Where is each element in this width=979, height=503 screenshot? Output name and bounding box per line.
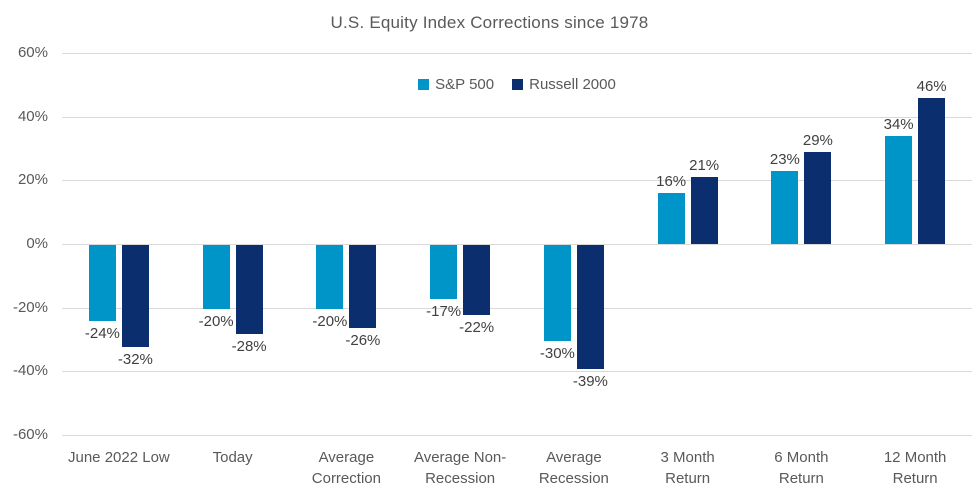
- y-axis-tick-label: -40%: [12, 362, 48, 380]
- bar-russell-2000: [804, 151, 832, 244]
- x-axis-category-label: Average Recession: [517, 447, 631, 489]
- plot-area: S&P 500 Russell 2000 -24% -32% -20% -28% -20%…: [62, 53, 972, 436]
- bar-s-p-500: [430, 245, 458, 300]
- bar-value-label: 21%: [689, 157, 720, 175]
- bar-s-p-500: [202, 245, 230, 309]
- gridline: [62, 244, 972, 245]
- x-axis-category-label: Average Correction: [290, 447, 404, 489]
- legend: S&P 500 Russell 2000: [62, 76, 972, 93]
- bar-value-label: -20%: [198, 312, 234, 330]
- bar-value-label: -22%: [459, 319, 495, 337]
- gridline: [62, 435, 972, 436]
- x-axis-category-label: 6 Month Return: [745, 447, 859, 489]
- x-axis-category-line: June 2022 Low: [68, 449, 170, 466]
- bar-s-p-500: [88, 245, 116, 322]
- bar-s-p-500: [885, 135, 913, 244]
- bar-value-label: 46%: [916, 77, 947, 95]
- bar-value-label: 16%: [656, 173, 687, 191]
- y-axis-tick-label: 40%: [17, 107, 48, 125]
- legend-item: S&P 500: [418, 76, 494, 93]
- bar-russell-2000: [690, 177, 718, 244]
- chart-title: U.S. Equity Index Corrections since 1978: [330, 13, 649, 32]
- x-axis-category-line: 3 Month: [660, 449, 715, 466]
- gridline: [62, 180, 972, 182]
- bar-value-label: -20%: [312, 312, 348, 330]
- bar-value-label: 34%: [883, 115, 914, 133]
- y-axis-tick-label: 0%: [26, 235, 48, 252]
- legend-swatch-icon: [512, 79, 524, 90]
- x-axis-category-line: Today: [212, 449, 253, 466]
- x-axis-category-line: Average: [546, 449, 602, 466]
- x-axis-category-label: Average Non- Recession: [403, 447, 517, 489]
- x-axis-category-line: Return: [892, 470, 938, 487]
- x-axis-category-line: Average: [318, 449, 375, 466]
- x-axis-category-label: Today: [176, 447, 290, 468]
- x-axis-category-line: Return: [665, 470, 711, 487]
- y-axis-tick-label: -60%: [12, 426, 48, 443]
- bar-russell-2000: [235, 245, 263, 335]
- bar-value-label: -28%: [231, 338, 267, 356]
- x-axis-category-line: 6 Month: [774, 449, 829, 466]
- bar-value-label: -30%: [539, 344, 575, 362]
- bar-value-label: -26%: [345, 331, 381, 349]
- bar-russell-2000: [918, 97, 946, 244]
- y-axis-tick-label: 20%: [17, 171, 48, 189]
- x-axis-category-line: Correction: [311, 470, 381, 487]
- bar-value-label: 23%: [769, 150, 800, 168]
- bar-russell-2000: [121, 245, 149, 347]
- bar-s-p-500: [543, 245, 571, 341]
- x-axis-category-line: 12 Month: [883, 449, 947, 466]
- x-axis-category-label: 3 Month Return: [631, 447, 745, 489]
- gridline: [62, 53, 972, 54]
- y-axis-tick-label: -20%: [12, 298, 48, 316]
- legend-swatch-icon: [418, 79, 430, 90]
- bar-russell-2000: [576, 245, 604, 370]
- x-axis-category-line: Average Non-: [413, 449, 507, 466]
- x-axis-category-label: 12 Month Return: [858, 447, 972, 489]
- bar-s-p-500: [316, 245, 344, 309]
- gridline: [62, 371, 972, 373]
- bar-value-label: -39%: [572, 373, 608, 391]
- bar-russell-2000: [349, 245, 377, 328]
- bar-value-label: -17%: [426, 303, 462, 321]
- x-axis-category-label: June 2022 Low: [62, 447, 176, 468]
- bar-s-p-500: [657, 193, 685, 244]
- bar-russell-2000: [463, 245, 491, 316]
- bar-value-label: -32%: [117, 350, 153, 368]
- legend-label: S&P 500: [435, 76, 495, 93]
- x-axis-category-line: Recession: [538, 470, 609, 487]
- x-axis-category-line: Recession: [425, 470, 496, 487]
- x-axis-category-line: Return: [778, 470, 824, 487]
- bar-value-label: -24%: [84, 325, 120, 343]
- bar-s-p-500: [771, 170, 799, 244]
- gridline: [62, 307, 972, 309]
- legend-label: Russell 2000: [529, 76, 616, 93]
- legend-item: Russell 2000: [512, 76, 616, 93]
- bar-value-label: 29%: [802, 131, 833, 149]
- gridline: [62, 116, 972, 118]
- y-axis-tick-label: 60%: [17, 44, 48, 61]
